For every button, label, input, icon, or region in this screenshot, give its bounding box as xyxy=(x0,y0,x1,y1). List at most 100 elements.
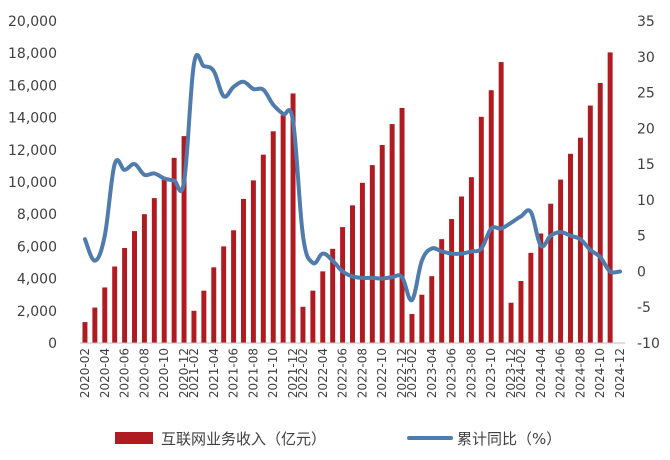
bar xyxy=(369,165,375,343)
left-tick-label: 8,000 xyxy=(17,207,57,223)
right-tick-label: 10 xyxy=(637,193,655,209)
x-tick-label: 2024-08 xyxy=(573,348,587,398)
x-tick-label: 2020-08 xyxy=(137,348,151,398)
left-tick-label: 12,000 xyxy=(8,143,57,159)
x-tick-label: 2021-08 xyxy=(246,348,260,398)
bar xyxy=(409,314,415,343)
right-tick-label: 5 xyxy=(637,229,646,245)
bar xyxy=(488,90,494,343)
bar xyxy=(231,230,237,343)
right-tick-label: -10 xyxy=(637,336,660,352)
x-tick-label: 2024-04 xyxy=(534,348,548,398)
x-tick-label: 2021-02 xyxy=(187,348,201,398)
bar xyxy=(538,233,544,343)
left-tick-label: 20,000 xyxy=(8,14,57,30)
bar xyxy=(330,248,336,343)
bar xyxy=(508,302,514,343)
x-tick-label: 2023-02 xyxy=(405,348,419,398)
bar xyxy=(548,203,554,343)
bar xyxy=(82,322,88,343)
legend-label-yoy: 累计同比（%） xyxy=(457,430,561,448)
bar xyxy=(439,239,445,343)
bar xyxy=(558,179,564,343)
right-tick-label: 25 xyxy=(637,86,655,102)
legend: 互联网业务收入（亿元） 累计同比（%） xyxy=(115,430,561,448)
line-series xyxy=(82,53,623,303)
bar xyxy=(92,307,98,343)
bar xyxy=(141,214,147,343)
x-tick-label: 2022-02 xyxy=(296,348,310,398)
right-tick-label: -5 xyxy=(637,300,651,316)
bar xyxy=(449,219,455,343)
bar xyxy=(350,205,355,343)
left-axis-ticks: 0 2,000 4,000 6,000 8,000 10,000 12,000 14,000 1… xyxy=(8,14,57,352)
right-tick-label: 20 xyxy=(637,121,655,137)
bar xyxy=(250,180,256,343)
x-tick-label: 2024-06 xyxy=(554,348,568,398)
bar xyxy=(399,107,405,343)
x-tick-label: 2020-04 xyxy=(98,348,112,398)
x-tick-label: 2021-12 xyxy=(286,348,300,398)
x-tick-label: 2023-12 xyxy=(504,348,518,398)
x-tick-label: 2024-02 xyxy=(514,348,528,398)
x-tick-label: 2020-10 xyxy=(157,348,171,398)
x-tick-label: 2023-08 xyxy=(464,348,478,398)
x-tick-label: 2022-12 xyxy=(395,348,409,398)
right-tick-label: 15 xyxy=(637,157,655,173)
bar xyxy=(290,93,296,343)
right-tick-label: 30 xyxy=(637,50,655,66)
legend-label-revenue: 互联网业务收入（亿元） xyxy=(161,430,326,448)
left-tick-label: 2,000 xyxy=(17,304,57,320)
right-axis-ticks: -10 -5 0 5 10 15 20 25 30 35 xyxy=(637,14,660,352)
bar xyxy=(280,115,286,343)
bar xyxy=(241,198,246,343)
bar xyxy=(161,179,167,343)
x-tick-label: 2022-10 xyxy=(375,348,389,398)
left-tick-label: 14,000 xyxy=(8,111,57,127)
bar xyxy=(587,105,593,344)
bar xyxy=(132,231,137,343)
bar xyxy=(518,281,524,343)
left-tick-label: 0 xyxy=(48,336,57,352)
bar xyxy=(310,290,316,343)
x-tick-label: 2022-04 xyxy=(316,348,330,398)
right-tick-label: 35 xyxy=(637,14,655,30)
right-tick-label: 0 xyxy=(637,264,646,280)
left-tick-label: 16,000 xyxy=(8,78,57,94)
bar-series xyxy=(82,52,613,344)
x-tick-label: 2021-06 xyxy=(227,348,241,398)
bar xyxy=(379,144,385,343)
x-tick-label: 2023-06 xyxy=(445,348,459,398)
bar xyxy=(171,157,177,343)
x-tick-label: 2021-04 xyxy=(207,348,221,398)
bar xyxy=(459,196,464,343)
x-tick-label: 2022-08 xyxy=(355,348,369,398)
x-tick-label: 2022-06 xyxy=(336,348,350,398)
left-tick-label: 6,000 xyxy=(17,239,57,255)
bar xyxy=(151,198,157,343)
bar xyxy=(468,177,474,343)
bar xyxy=(112,266,118,343)
bar xyxy=(300,306,306,343)
x-tick-label: 2023-10 xyxy=(484,348,498,398)
bar xyxy=(211,267,217,343)
x-tick-label: 2023-04 xyxy=(425,348,439,398)
left-tick-label: 4,000 xyxy=(17,272,57,288)
bar xyxy=(191,310,197,343)
bar xyxy=(498,62,504,344)
bar xyxy=(597,82,603,344)
bar xyxy=(102,287,108,343)
bar xyxy=(528,252,534,343)
bar xyxy=(221,246,227,343)
bar xyxy=(122,248,128,343)
bar xyxy=(429,276,435,343)
x-tick-label: 2020-02 xyxy=(78,348,92,398)
bar xyxy=(359,182,365,343)
bar xyxy=(568,153,573,343)
bar xyxy=(607,52,613,344)
x-axis-ticks: 2020-02 2020-04 2020-06 2020-08 2020-10 2020-… xyxy=(78,348,627,398)
bar xyxy=(181,136,187,343)
bar xyxy=(478,116,484,343)
x-tick-label: 2020-06 xyxy=(118,348,132,398)
